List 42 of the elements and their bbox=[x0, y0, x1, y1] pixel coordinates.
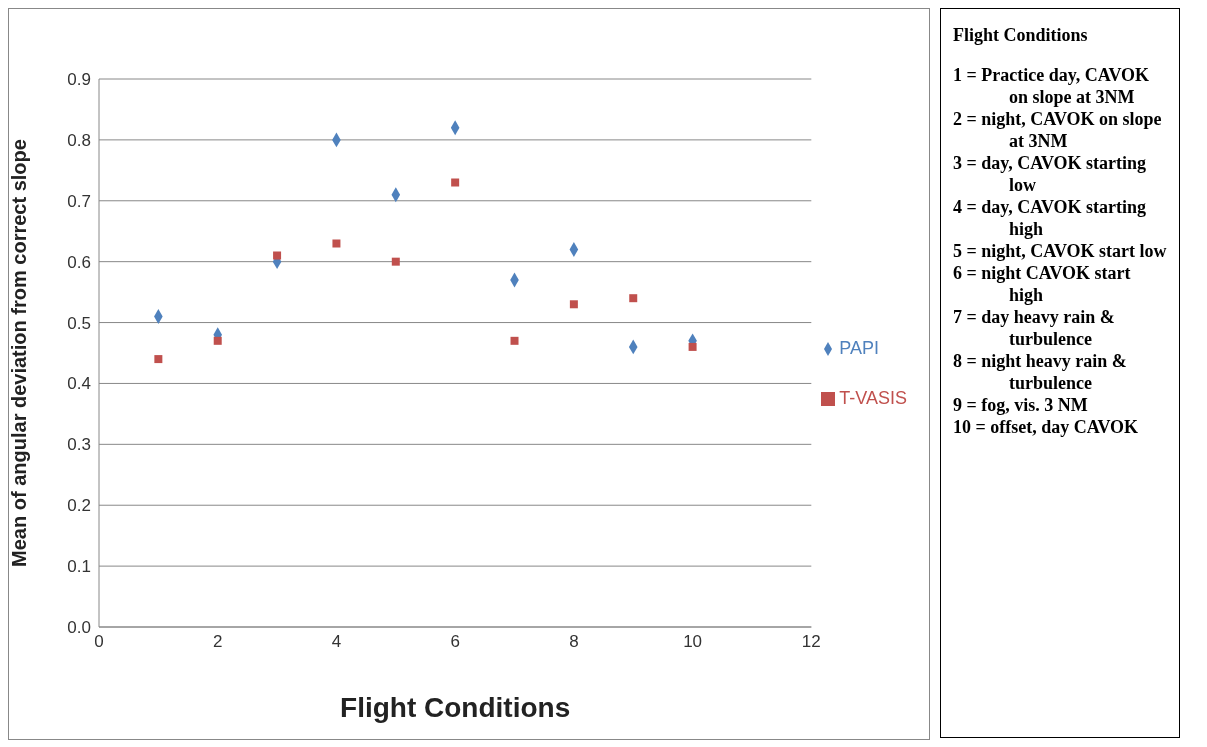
text: 9 = fog, vis. 3 NM bbox=[953, 394, 1089, 416]
text: 7 = day heavy rain & turbulence bbox=[953, 306, 1116, 350]
text: 3 = day, CAVOK starting low bbox=[953, 152, 1148, 196]
y-tick-label: 0.1 bbox=[67, 557, 91, 577]
text: 4 = day, CAVOK starting high bbox=[953, 196, 1148, 240]
x-tick-label: 10 bbox=[683, 632, 703, 652]
x-tick-label: 12 bbox=[801, 632, 821, 652]
y-tick-label: 0.8 bbox=[67, 130, 91, 150]
text: 6 = night CAVOK start high bbox=[953, 262, 1132, 306]
y-tick-label: 0.6 bbox=[67, 252, 91, 272]
point bbox=[451, 178, 460, 187]
x-tick-label: 6 bbox=[450, 632, 460, 652]
x-tick-label: 8 bbox=[569, 632, 579, 652]
point bbox=[510, 336, 519, 345]
x-tick-label: 4 bbox=[331, 632, 342, 652]
y-tick-label: 0.7 bbox=[67, 191, 91, 211]
point bbox=[688, 342, 697, 351]
y-tick-label: 0.4 bbox=[67, 374, 91, 394]
point bbox=[569, 300, 578, 309]
x-axis-title: Flight Conditions bbox=[340, 692, 571, 723]
point bbox=[213, 336, 222, 345]
y-axis-title: Mean of angular deviation from correct slope bbox=[8, 139, 31, 567]
point bbox=[629, 294, 638, 303]
x-tick-label: 0 bbox=[94, 632, 104, 652]
point bbox=[332, 239, 341, 248]
point bbox=[391, 257, 400, 266]
legend-label: T-VASIS bbox=[839, 388, 907, 408]
y-tick-label: 0.0 bbox=[67, 618, 91, 638]
legend-label: PAPI bbox=[839, 338, 879, 358]
y-tick-label: 0.3 bbox=[67, 435, 91, 455]
text: 5 = night, CAVOK start low bbox=[953, 240, 1167, 262]
x-tick-label: 2 bbox=[212, 632, 223, 652]
text: 8 = night heavy rain & turbulence bbox=[953, 350, 1128, 394]
y-tick-label: 0.5 bbox=[67, 313, 91, 333]
text: 10 = offset, day CAVOK bbox=[953, 416, 1140, 438]
point bbox=[154, 355, 163, 364]
text: Flight Conditions bbox=[953, 25, 1089, 46]
text: 1 = Practice day, CAVOK on slope at 3NM bbox=[953, 64, 1151, 108]
text: 2 = night, CAVOK on slope at 3NM bbox=[953, 108, 1163, 152]
point bbox=[273, 251, 282, 260]
y-tick-label: 0.9 bbox=[67, 70, 91, 90]
y-tick-label: 0.2 bbox=[67, 496, 91, 516]
